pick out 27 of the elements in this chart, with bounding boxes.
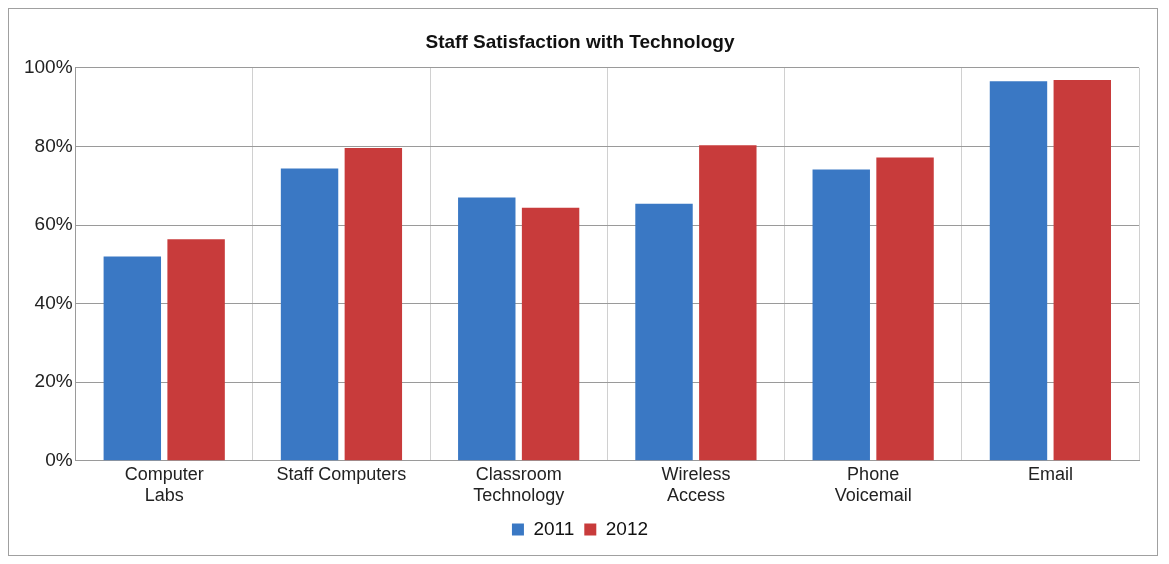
y-tick-label: 100% (23, 56, 73, 78)
bar (876, 157, 934, 461)
x-tick-label: Classroom Technology (473, 463, 565, 506)
bar (989, 81, 1048, 461)
y-tick-label: 80% (34, 134, 73, 156)
bar (167, 239, 225, 461)
bar (1053, 79, 1111, 461)
bar (699, 145, 757, 461)
bar (280, 168, 339, 461)
y-tick-label: 0% (45, 449, 73, 471)
legend-label: 2011 (533, 517, 575, 539)
bar (458, 197, 516, 461)
bar (812, 169, 870, 461)
y-tick-label: 60% (34, 213, 73, 235)
bar (103, 256, 162, 461)
legend-label: 2012 (605, 517, 649, 539)
x-tick-label: Staff Computers (276, 463, 407, 484)
y-tick-label: 20% (34, 370, 73, 392)
x-tick-label: Wireless Access (661, 463, 731, 506)
bar (635, 203, 693, 461)
bar (344, 147, 403, 461)
y-tick-label: 40% (34, 291, 73, 313)
x-tick-label: Computer Labs (124, 463, 204, 506)
bar (521, 207, 580, 461)
x-tick-label: Phone Voicemail (834, 463, 912, 506)
x-tick-label: Email (1027, 463, 1073, 484)
chart-title: Staff Satisfaction with Technology (425, 30, 735, 52)
